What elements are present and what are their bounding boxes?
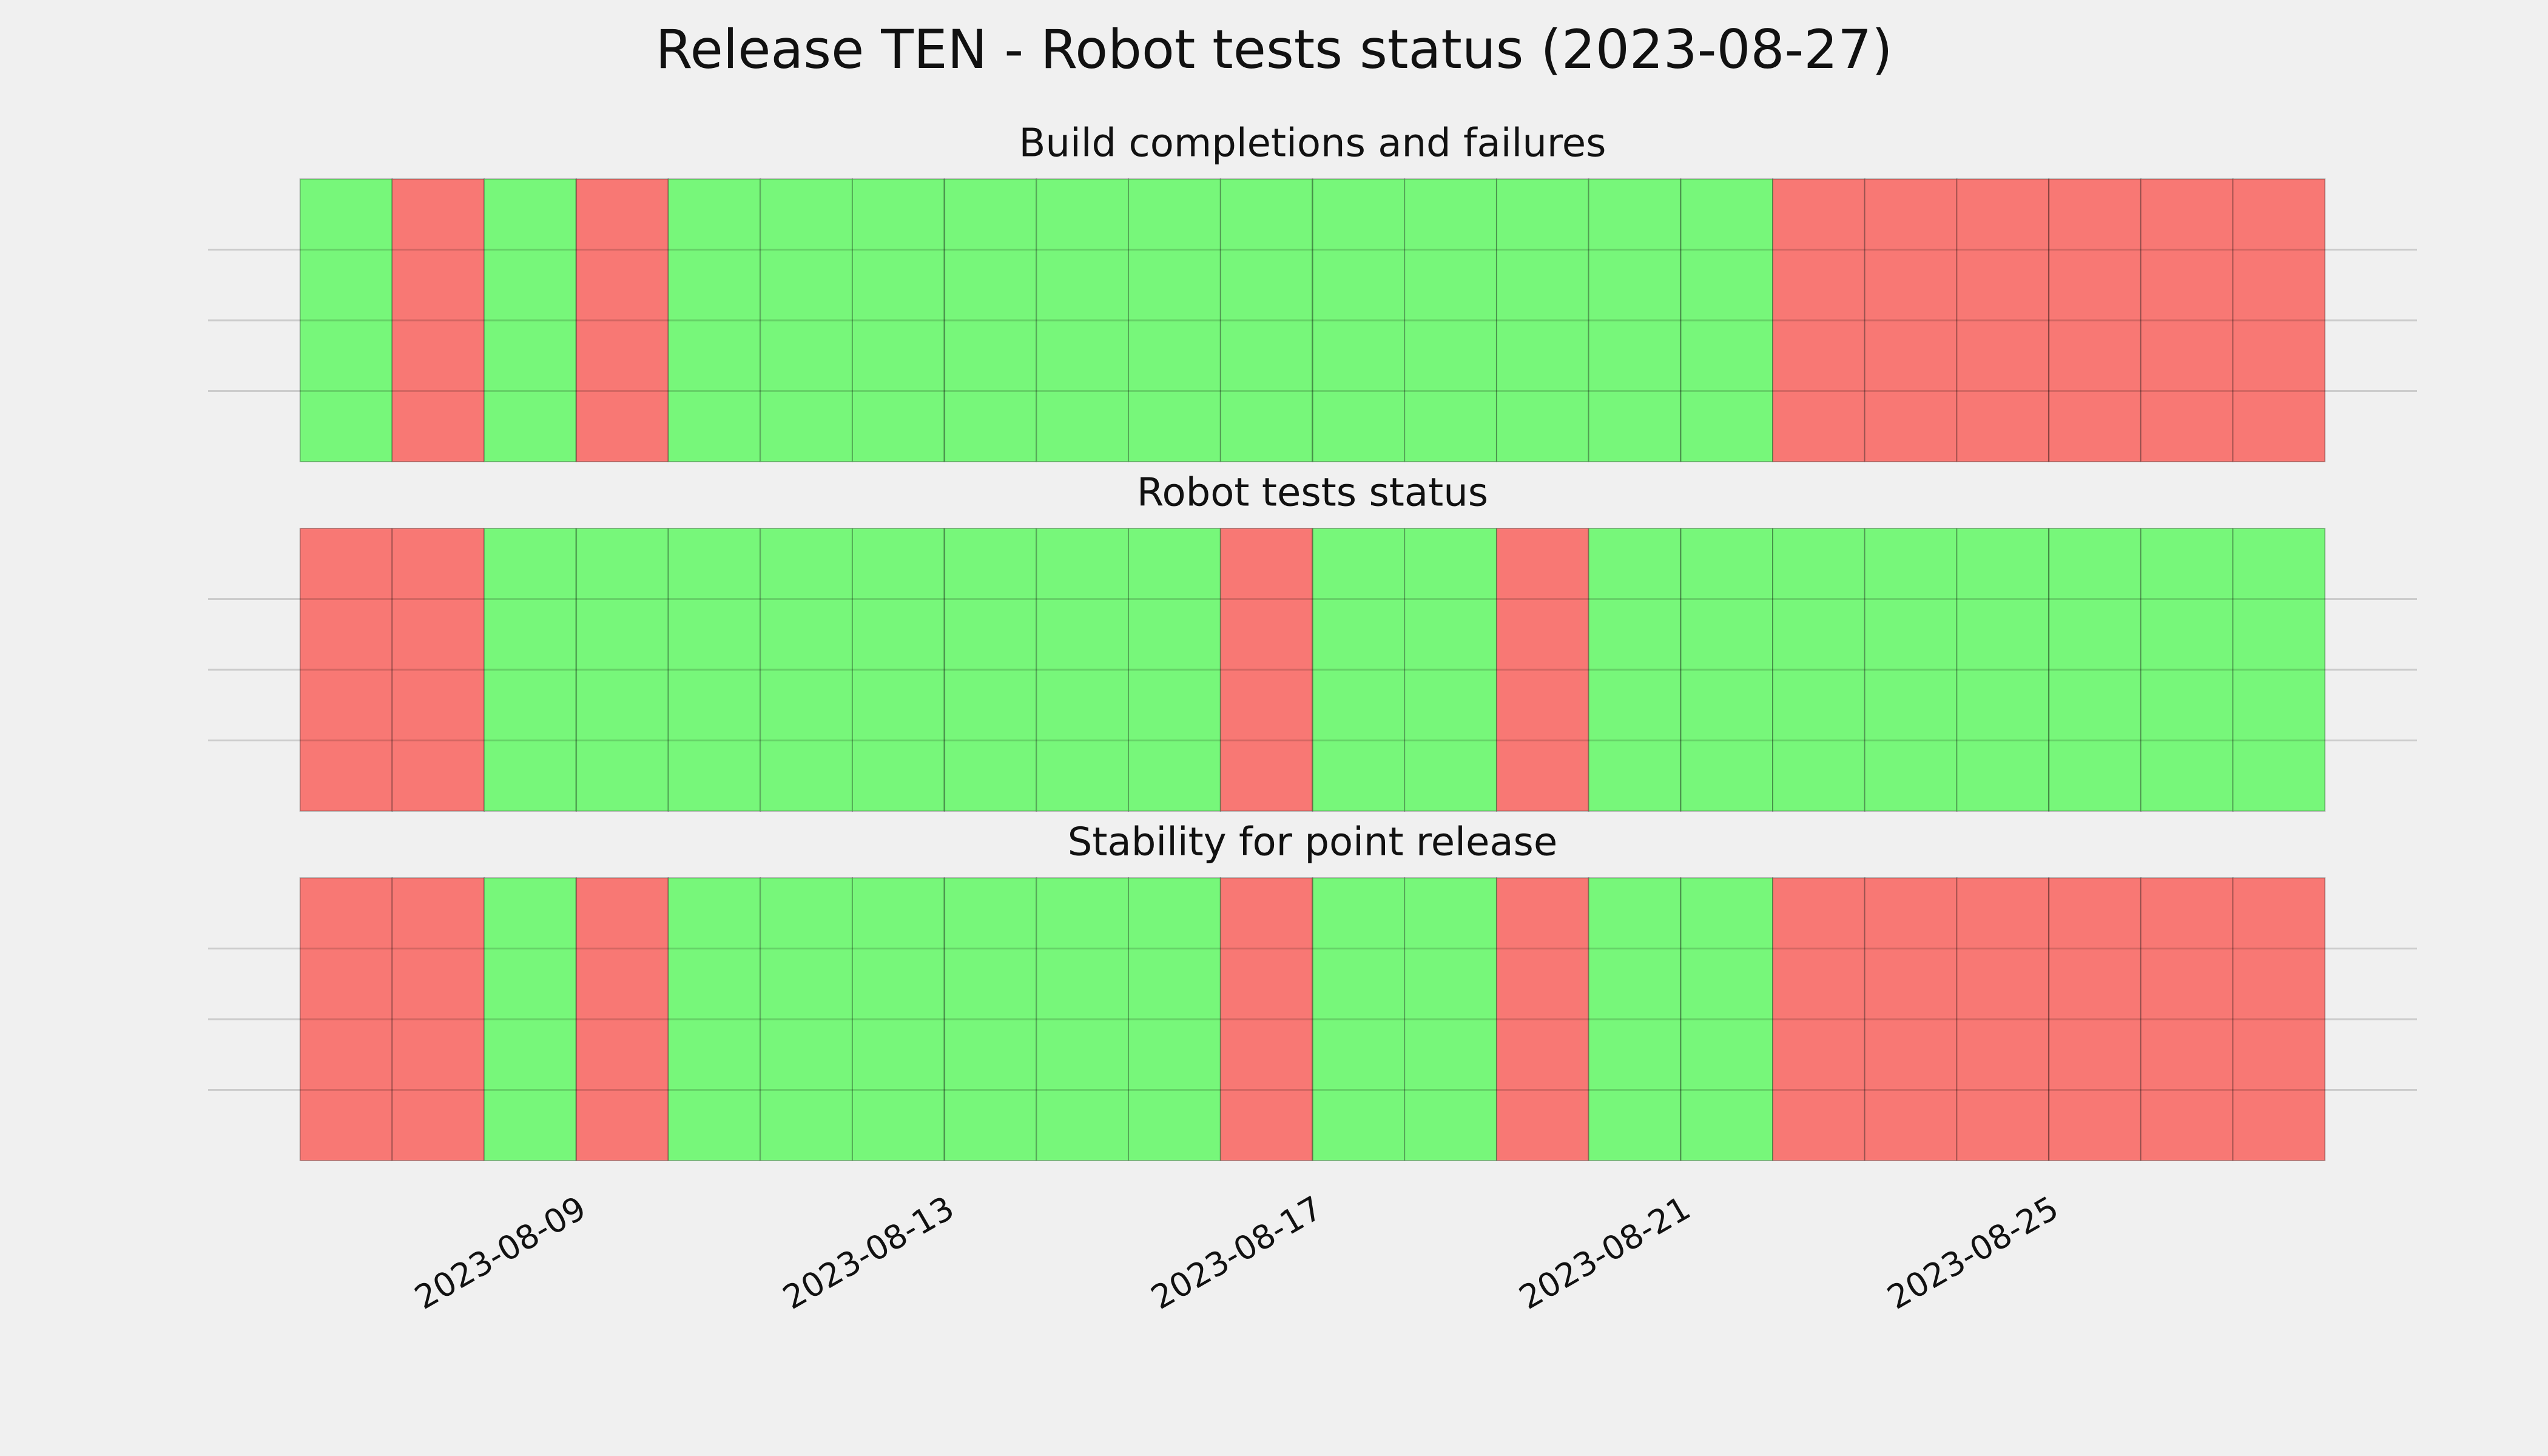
status-bar bbox=[484, 178, 577, 462]
status-bar bbox=[484, 528, 577, 812]
status-bar bbox=[1956, 178, 2050, 462]
status-bar bbox=[1128, 178, 1221, 462]
status-bar bbox=[299, 178, 393, 462]
subplot-title: Build completions and failures bbox=[1019, 121, 1606, 166]
status-bar bbox=[1219, 877, 1313, 1161]
status-bar bbox=[943, 877, 1037, 1161]
status-bar bbox=[575, 178, 669, 462]
status-bar bbox=[1588, 178, 1682, 462]
status-bar bbox=[1680, 178, 1774, 462]
status-bar bbox=[391, 528, 485, 812]
status-bar bbox=[575, 877, 669, 1161]
status-bar bbox=[2048, 877, 2142, 1161]
status-bar bbox=[1495, 877, 1589, 1161]
status-bar bbox=[1312, 877, 1406, 1161]
status-bar bbox=[484, 877, 577, 1161]
status-bar bbox=[2140, 877, 2234, 1161]
status-bar bbox=[851, 528, 945, 812]
status-bar bbox=[1956, 877, 2050, 1161]
status-bar bbox=[2048, 178, 2142, 462]
status-bar bbox=[2140, 178, 2234, 462]
status-bar bbox=[391, 877, 485, 1161]
status-bar bbox=[1680, 528, 1774, 812]
status-bar bbox=[1219, 528, 1313, 812]
status-bar bbox=[1404, 528, 1497, 812]
status-bar bbox=[943, 528, 1037, 812]
status-bar bbox=[1404, 178, 1497, 462]
status-bar bbox=[1588, 877, 1682, 1161]
status-bar bbox=[943, 178, 1037, 462]
subplot-title: Robot tests status bbox=[1137, 471, 1488, 516]
status-bar bbox=[2140, 528, 2234, 812]
status-bar bbox=[2232, 877, 2326, 1161]
status-bar bbox=[1128, 877, 1221, 1161]
chart-title: Release TEN - Robot tests status (2023-0… bbox=[655, 18, 1892, 81]
status-bar bbox=[2048, 528, 2142, 812]
status-bar bbox=[1588, 528, 1682, 812]
status-bar bbox=[1312, 528, 1406, 812]
status-bar bbox=[1864, 178, 1958, 462]
status-bar bbox=[1956, 528, 2050, 812]
status-bar bbox=[2232, 178, 2326, 462]
status-bar bbox=[575, 528, 669, 812]
status-bar bbox=[1772, 178, 1866, 462]
status-bar bbox=[1036, 528, 1130, 812]
status-bar bbox=[1680, 877, 1774, 1161]
status-bar bbox=[667, 877, 761, 1161]
status-bar bbox=[2232, 528, 2326, 812]
status-bar bbox=[667, 178, 761, 462]
status-bar bbox=[667, 528, 761, 812]
status-bar bbox=[1128, 528, 1221, 812]
status-bar bbox=[299, 528, 393, 812]
status-bar bbox=[1495, 528, 1589, 812]
status-bar bbox=[1864, 877, 1958, 1161]
status-bar bbox=[760, 178, 853, 462]
status-bar bbox=[1036, 178, 1130, 462]
status-bar bbox=[1495, 178, 1589, 462]
status-bar bbox=[1772, 877, 1866, 1161]
subplot-title: Stability for point release bbox=[1068, 820, 1558, 865]
status-bar bbox=[1312, 178, 1406, 462]
status-bar bbox=[760, 877, 853, 1161]
status-bar bbox=[1219, 178, 1313, 462]
status-bar bbox=[1772, 528, 1866, 812]
status-bar bbox=[391, 178, 485, 462]
status-bar bbox=[851, 178, 945, 462]
status-bar bbox=[1864, 528, 1958, 812]
status-bar bbox=[1404, 877, 1497, 1161]
status-bar bbox=[851, 877, 945, 1161]
